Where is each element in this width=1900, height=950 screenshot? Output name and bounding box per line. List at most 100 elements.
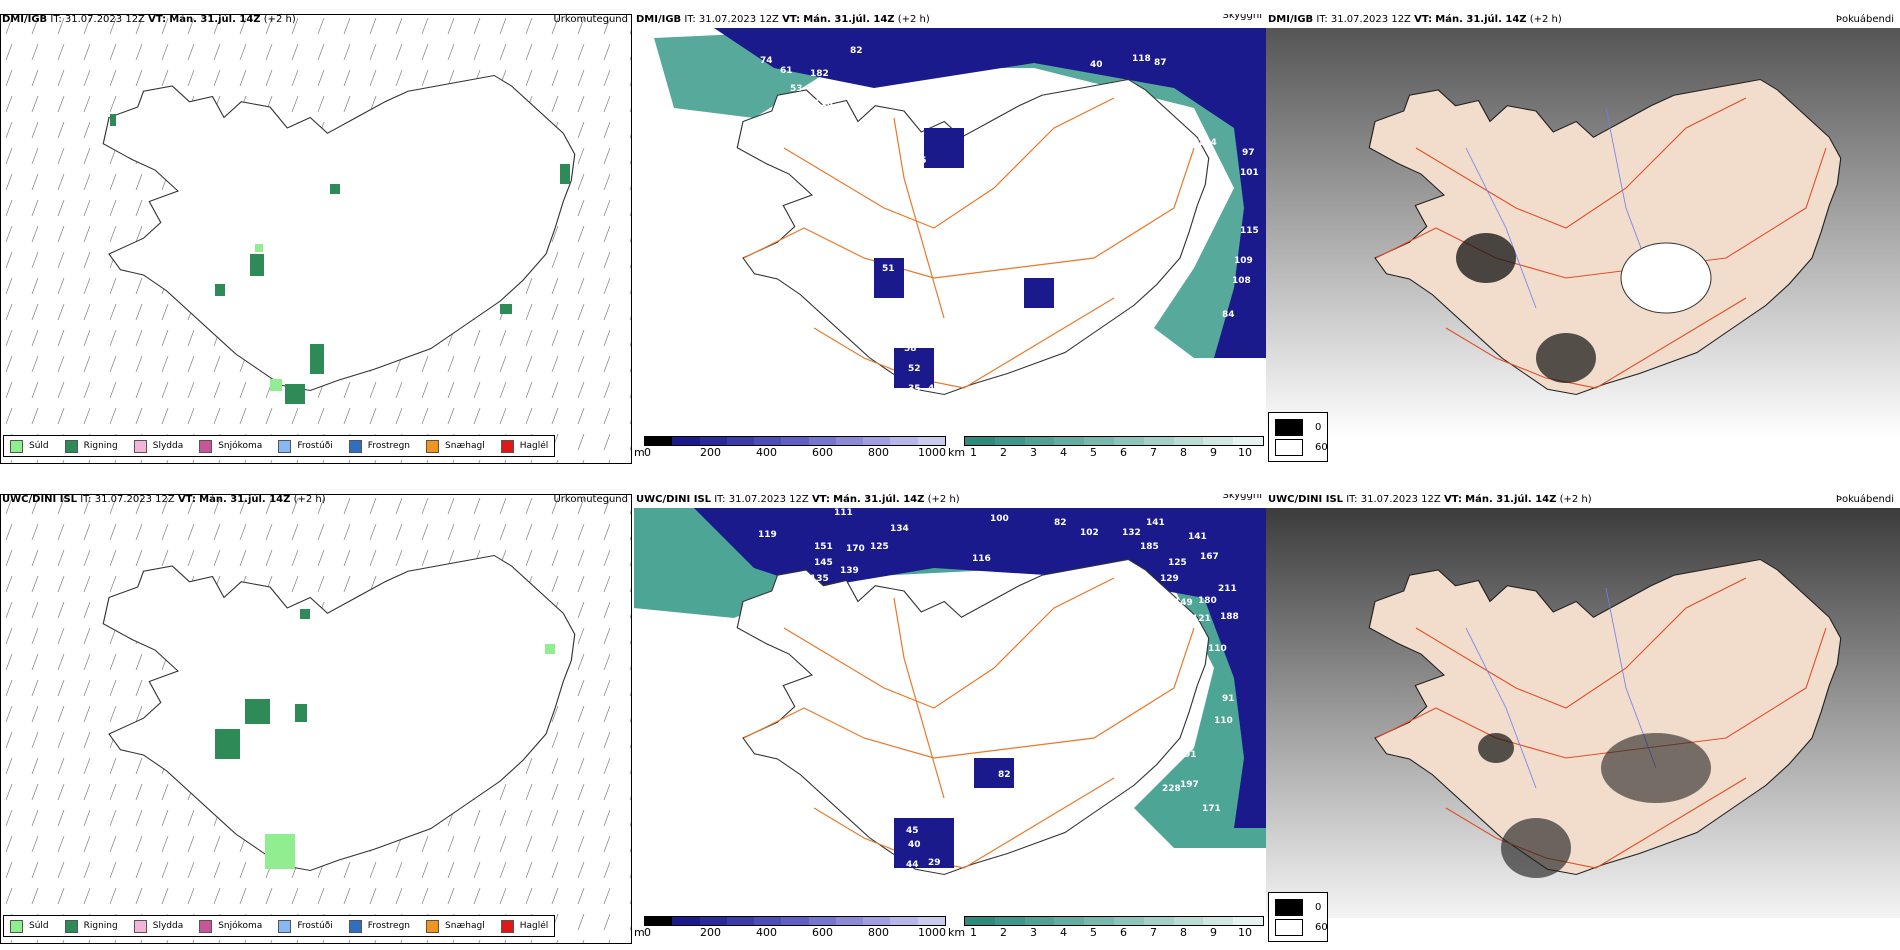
visibility-label: 52	[908, 364, 921, 374]
legend-item: Haglél	[500, 439, 548, 453]
visibility-label: 108	[1232, 276, 1251, 286]
visibility-label: 91	[1184, 750, 1197, 760]
legend-item: Snjókoma	[199, 439, 262, 453]
precipitation-map	[0, 494, 632, 944]
visibility-label: 65	[914, 170, 927, 180]
visibility-label: 151	[814, 542, 833, 552]
panel-uwc-visibility: UWC/DINI ISL IT: 31.07.2023 12Z VT: Mán.…	[634, 494, 1266, 944]
visibility-label: 167	[1200, 552, 1219, 562]
visibility-label: 41	[928, 384, 941, 394]
fog-legend: 0 60	[1268, 892, 1328, 942]
panel-title: DMI/IGB IT: 31.07.2023 12Z VT: Mán. 31.j…	[636, 14, 930, 25]
visibility-label: 109	[1234, 256, 1253, 266]
visibility-label: 84	[1222, 310, 1235, 320]
visibility-label: 119	[758, 530, 777, 540]
visibility-label: 91	[1222, 694, 1235, 704]
visibility-label: 228	[1162, 784, 1181, 794]
visibility-label: 86	[924, 576, 937, 586]
legend-item: Slydda	[133, 919, 183, 933]
visibility-label: 182	[810, 69, 829, 79]
visibility-label: 135	[810, 574, 829, 584]
precipitation-map	[0, 14, 632, 464]
panel-type-label: Skyggni	[1222, 14, 1262, 21]
visibility-label: 116	[972, 554, 991, 564]
legend-item: Frostúði	[278, 439, 333, 453]
road-network	[743, 97, 1195, 389]
visibility-label: 149	[1174, 598, 1193, 608]
fog-map	[1266, 28, 1900, 438]
panel-dmi-visibility: DMI/IGB IT: 31.07.2023 12Z VT: Mán. 31.j…	[634, 14, 1266, 464]
visibility-label: 132	[1122, 528, 1141, 538]
legend-item: Súld	[10, 919, 49, 933]
visibility-label: 145	[814, 558, 833, 568]
panel-title: UWC/DINI ISL IT: 31.07.2023 12Z VT: Mán.…	[636, 494, 960, 505]
visibility-label: 100	[990, 514, 1009, 524]
visibility-scale-meters: m 0 200 400 600 800 1000	[634, 916, 950, 939]
panel-uwc-fog: UWC/DINI ISL IT: 31.07.2023 12Z VT: Mán.…	[1266, 494, 1900, 944]
visibility-label: 127	[1094, 278, 1113, 288]
visibility-label: 58	[904, 344, 917, 354]
panel-title: UWC/DINI ISL IT: 31.07.2023 12Z VT: Mán.…	[2, 494, 326, 505]
legend-item: Haglél	[500, 919, 548, 933]
visibility-scale-meters: m 0 200 400 600 800 1000	[634, 436, 950, 459]
visibility-label: 115	[1240, 226, 1259, 236]
visibility-scale-km: km 1 2 3 4 5 6 7 8 9 10	[948, 436, 1266, 459]
panel-type-label: Úrkomutegund	[553, 14, 628, 25]
visibility-map	[634, 28, 1266, 438]
visibility-label: 141	[1188, 532, 1207, 542]
visibility-label: 110	[1208, 644, 1227, 654]
visibility-label: 121	[1192, 614, 1211, 624]
visibility-label: 51	[882, 264, 895, 274]
visibility-label: 110	[1214, 716, 1233, 726]
panel-title: DMI/IGB IT: 31.07.2023 12Z VT: Mán. 31.j…	[1268, 14, 1562, 25]
legend-item: Snæhagl	[426, 439, 485, 453]
visibility-label: 74	[760, 56, 773, 66]
visibility-label: 61	[780, 66, 793, 76]
legend-item: Snæhagl	[426, 919, 485, 933]
visibility-label: 152	[814, 114, 833, 124]
panel-uwc-precipitation: UWC/DINI ISL IT: 31.07.2023 12Z VT: Mán.…	[0, 494, 632, 944]
visibility-label: 40	[1090, 60, 1103, 70]
visibility-label: 44	[906, 860, 919, 870]
visibility-label: 125	[1168, 558, 1187, 568]
visibility-label: 139	[840, 566, 859, 576]
legend-item: Rigning	[64, 919, 118, 933]
panel-type-label: Úrkomutegund	[553, 494, 628, 505]
visibility-label: 102	[1080, 528, 1099, 538]
precipitation-type-legend: Súld Rigning Slydda Snjókoma Frostúði Fr…	[3, 435, 556, 457]
visibility-label: 171	[1202, 804, 1221, 814]
visibility-label: 93	[934, 358, 947, 368]
visibility-label: 82	[850, 46, 863, 56]
panel-dmi-fog: DMI/IGB IT: 31.07.2023 12Z VT: Mán. 31.j…	[1266, 14, 1900, 464]
visibility-label: 45	[906, 826, 919, 836]
visibility-scale-km: km 1 2 3 4 5 6 7 8 9 10	[948, 916, 1266, 939]
visibility-label: 111	[834, 508, 853, 518]
visibility-label: 53	[790, 84, 803, 94]
precipitation-type-legend: Súld Rigning Slydda Snjókoma Frostúði Fr…	[3, 915, 556, 937]
panel-type-label: Þokuábendi	[1835, 14, 1894, 25]
legend-item: Rigning	[64, 439, 118, 453]
visibility-label: 211	[1218, 584, 1237, 594]
legend-item: Frostúði	[278, 919, 333, 933]
visibility-map	[634, 508, 1266, 918]
fog-legend: 0 60	[1268, 412, 1328, 462]
visibility-label: 197	[1180, 780, 1199, 790]
visibility-label: 82	[998, 770, 1011, 780]
fog-map	[1266, 508, 1900, 918]
precip-cells	[110, 114, 570, 404]
visibility-label: 82	[1054, 518, 1067, 528]
visibility-label: 101	[1240, 168, 1259, 178]
panel-type-label: Skyggni	[1222, 494, 1262, 501]
visibility-label: 92	[960, 238, 973, 248]
legend-item: Súld	[10, 439, 49, 453]
legend-item: Frostregn	[348, 919, 410, 933]
visibility-label: 204	[1198, 138, 1217, 148]
visibility-label: 170	[846, 544, 865, 554]
visibility-label: 129	[1160, 574, 1179, 584]
visibility-label: 72	[958, 338, 971, 348]
visibility-label: 188	[1220, 612, 1239, 622]
visibility-label: 118	[1132, 54, 1151, 64]
visibility-label: 116	[814, 99, 833, 109]
visibility-label: 52	[790, 99, 803, 109]
visibility-label: 35	[908, 384, 921, 394]
